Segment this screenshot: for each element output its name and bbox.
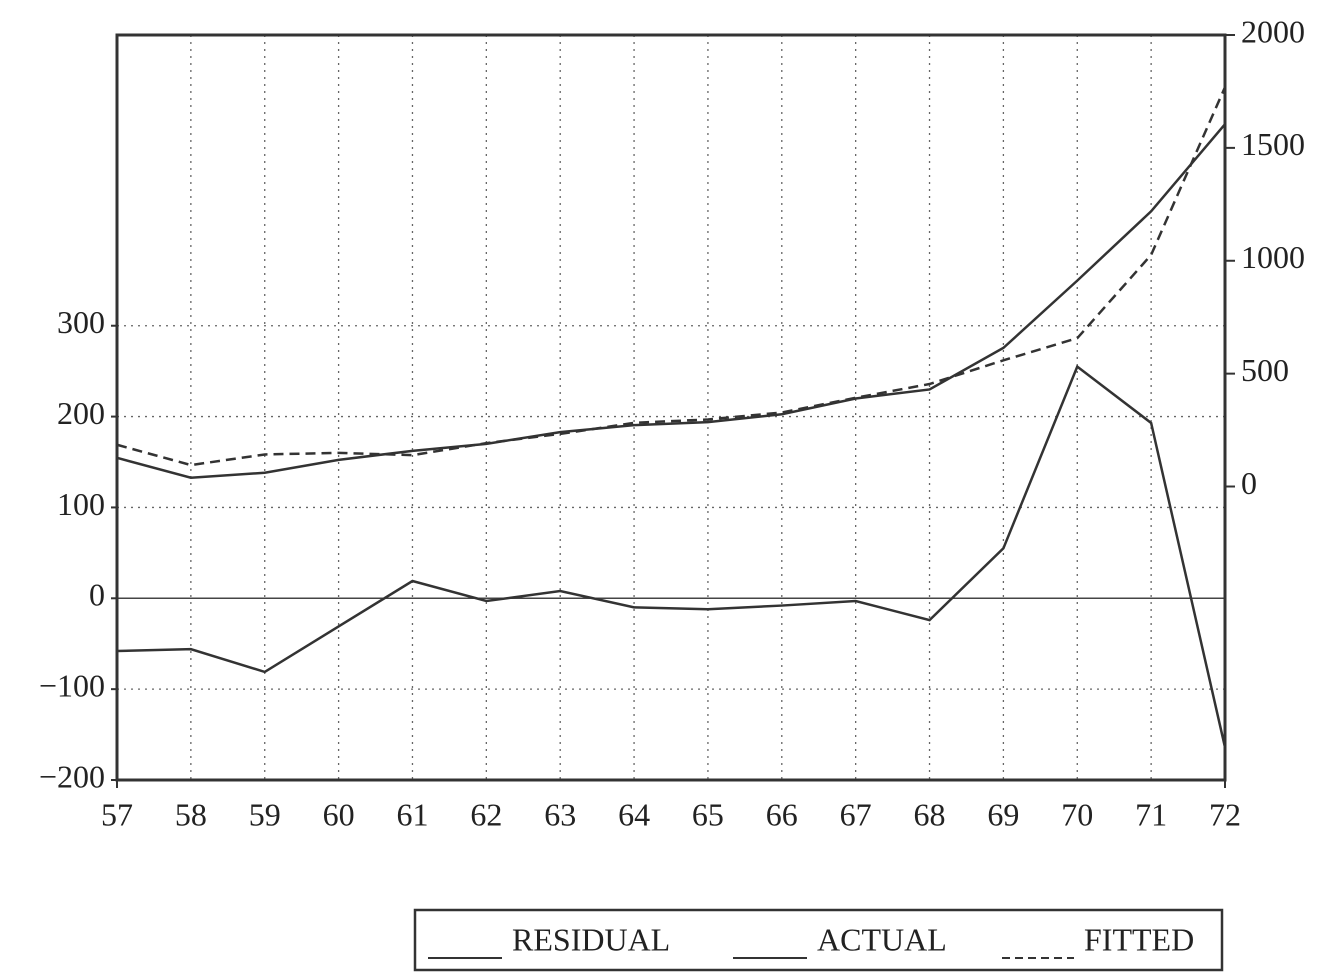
legend-label: ACTUAL	[817, 921, 947, 957]
y2-tick-label: 1500	[1241, 126, 1305, 162]
x-tick-label: 60	[323, 796, 355, 832]
y2-tick-label: 2000	[1241, 13, 1305, 49]
y-tick-label: −100	[39, 667, 105, 703]
y-tick-label: −200	[39, 758, 105, 794]
legend-label: FITTED	[1084, 921, 1194, 957]
x-tick-label: 70	[1061, 796, 1093, 832]
x-tick-label: 57	[101, 796, 133, 832]
x-tick-label: 69	[987, 796, 1019, 832]
y2-tick-label: 500	[1241, 352, 1289, 388]
y-tick-label: 300	[57, 304, 105, 340]
x-tick-label: 59	[249, 796, 281, 832]
y2-tick-label: 1000	[1241, 239, 1305, 275]
x-tick-label: 65	[692, 796, 724, 832]
series-line	[116, 123, 1226, 479]
x-tick-label: 71	[1135, 796, 1167, 832]
x-tick-label: 68	[914, 796, 946, 832]
y-tick-label: 200	[57, 395, 105, 431]
x-tick-label: 67	[840, 796, 872, 832]
x-tick-label: 62	[470, 796, 502, 832]
x-tick-label: 58	[175, 796, 207, 832]
y-tick-label: 0	[89, 577, 105, 613]
y2-tick-label: 0	[1241, 465, 1257, 501]
x-tick-label: 72	[1209, 796, 1241, 832]
y-tick-label: 100	[57, 486, 105, 522]
x-tick-label: 61	[396, 796, 428, 832]
legend-box	[413, 908, 1224, 972]
series-line	[116, 86, 1227, 467]
x-tick-label: 63	[544, 796, 576, 832]
plot-frame	[115, 33, 1227, 782]
series-line	[116, 364, 1227, 748]
legend-label: RESIDUAL	[512, 921, 670, 957]
x-tick-label: 66	[766, 796, 798, 832]
x-tick-label: 64	[618, 796, 650, 832]
